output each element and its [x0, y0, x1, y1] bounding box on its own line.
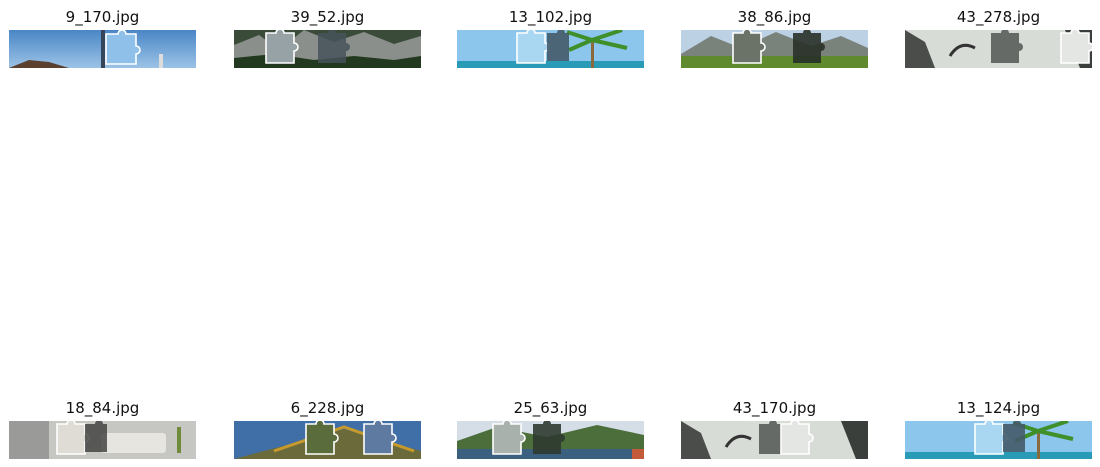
puzzle-piece-icon: [1003, 421, 1025, 452]
tile-caption: 25_63.jpg: [513, 399, 588, 417]
puzzle-piece-icon: [56, 421, 90, 455]
puzzle-piece-icon: [492, 421, 526, 455]
tile-caption: 13_124.jpg: [956, 399, 1041, 417]
puzzle-piece-icon: [780, 421, 814, 455]
tile-caption: 39_52.jpg: [290, 8, 365, 26]
tile-caption: 13_102.jpg: [508, 8, 593, 26]
puzzle-thumbnail[interactable]: [234, 30, 421, 68]
puzzle-piece-icon: [793, 30, 825, 63]
puzzle-piece-icon: [305, 421, 339, 455]
puzzle-thumbnail[interactable]: [681, 30, 868, 68]
tile-caption: 38_86.jpg: [737, 8, 812, 26]
tile-caption: 9_170.jpg: [65, 8, 140, 26]
puzzle-thumbnail[interactable]: [457, 30, 644, 68]
puzzle-piece-icon: [265, 30, 299, 64]
puzzle-thumbnail[interactable]: [681, 421, 868, 459]
puzzle-piece-icon: [991, 30, 1023, 63]
tile-caption: 6_228.jpg: [290, 399, 365, 417]
puzzle-piece-icon: [318, 30, 350, 63]
puzzle-piece-icon: [105, 30, 141, 65]
puzzle-piece-icon: [974, 421, 1008, 455]
tile-caption: 43_170.jpg: [732, 399, 817, 417]
puzzle-thumbnail[interactable]: [457, 421, 644, 459]
puzzle-thumbnail[interactable]: [905, 30, 1092, 68]
puzzle-piece-icon: [732, 30, 766, 64]
puzzle-thumbnail[interactable]: [9, 421, 196, 459]
puzzle-piece-icon: [85, 421, 107, 452]
puzzle-piece-icon: [533, 421, 565, 454]
puzzle-piece-icon: [547, 30, 569, 61]
puzzle-thumbnail[interactable]: [905, 421, 1092, 459]
puzzle-piece-icon: [1060, 30, 1092, 64]
puzzle-thumbnail[interactable]: [9, 30, 196, 68]
puzzle-piece-icon: [363, 421, 397, 455]
puzzle-thumbnail[interactable]: [234, 421, 421, 459]
tile-caption: 18_84.jpg: [65, 399, 140, 417]
tile-caption: 43_278.jpg: [956, 8, 1041, 26]
puzzle-piece-icon: [516, 30, 550, 64]
